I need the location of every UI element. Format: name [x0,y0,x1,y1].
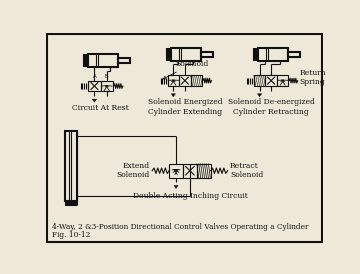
Bar [65,132,77,201]
Bar [277,75,288,86]
Bar [258,48,288,61]
Text: Double Acting Inching Circuit: Double Acting Inching Circuit [132,192,247,199]
Text: Solenoid Energized
Cylinder Extending: Solenoid Energized Cylinder Extending [148,98,222,116]
Polygon shape [92,99,96,102]
Bar [100,81,113,92]
Bar [88,81,100,92]
Text: Retract
Solenoid: Retract Solenoid [230,162,263,179]
Text: Fig. 10-12: Fig. 10-12 [52,231,90,239]
Bar [179,75,191,86]
Polygon shape [171,94,175,97]
Bar [183,164,197,178]
Bar [288,52,300,57]
Text: Solenoid De-energized
Cylinder Retracting: Solenoid De-energized Cylinder Retractin… [228,98,315,116]
Bar [169,164,183,178]
Bar [191,75,202,86]
Bar [254,75,265,86]
Bar [201,52,213,57]
Text: Extend
Solenoid: Extend Solenoid [117,162,150,179]
Text: 4-Way, 2 &3-Position Directional Control Valves Operating a Cylinder: 4-Way, 2 &3-Position Directional Control… [52,223,309,231]
Polygon shape [174,185,178,189]
Text: Return
Spring: Return Spring [299,69,326,86]
Text: Circuit At Rest: Circuit At Rest [72,104,129,112]
Polygon shape [257,94,262,97]
Bar [88,55,117,67]
Text: Solenoid: Solenoid [163,60,208,79]
Bar [197,164,211,178]
Bar [171,48,201,61]
Text: A: A [93,74,96,79]
Text: B: B [105,74,109,79]
Bar [117,58,130,63]
Bar [265,75,277,86]
Bar [167,75,179,86]
